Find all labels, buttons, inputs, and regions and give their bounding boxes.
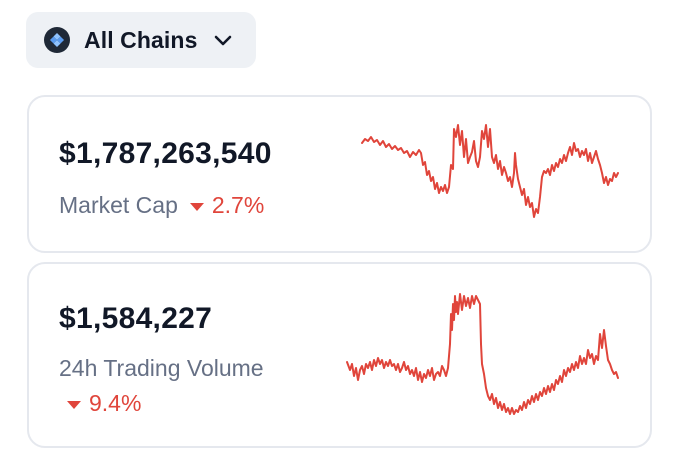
trading-volume-label: 24h Trading Volume bbox=[59, 355, 264, 381]
trading-volume-card: $1,584,227 24h Trading Volume 9.4% bbox=[27, 262, 652, 448]
trading-volume-change-value: 9.4% bbox=[89, 390, 142, 416]
chevron-down-icon bbox=[213, 30, 233, 50]
trading-volume-change: 9.4% bbox=[67, 390, 141, 417]
market-cap-change: 2.7% bbox=[189, 192, 265, 219]
chain-selector[interactable]: All Chains bbox=[26, 12, 256, 68]
trading-volume-sparkline bbox=[346, 293, 619, 415]
market-cap-change-value: 2.7% bbox=[211, 192, 265, 218]
caret-down-icon bbox=[189, 202, 204, 211]
trading-volume-value: $1,584,227 bbox=[59, 302, 213, 335]
market-cap-card: $1,787,263,540 Market Cap 2.7% bbox=[27, 95, 652, 253]
caret-down-icon bbox=[67, 400, 81, 409]
market-cap-row: Market Cap 2.7% bbox=[59, 192, 264, 219]
market-cap-value: $1,787,263,540 bbox=[59, 137, 272, 170]
chain-selector-label: All Chains bbox=[84, 26, 198, 53]
chain-logo-icon bbox=[44, 27, 70, 53]
market-cap-label: Market Cap bbox=[59, 192, 178, 218]
market-cap-sparkline bbox=[361, 124, 619, 218]
